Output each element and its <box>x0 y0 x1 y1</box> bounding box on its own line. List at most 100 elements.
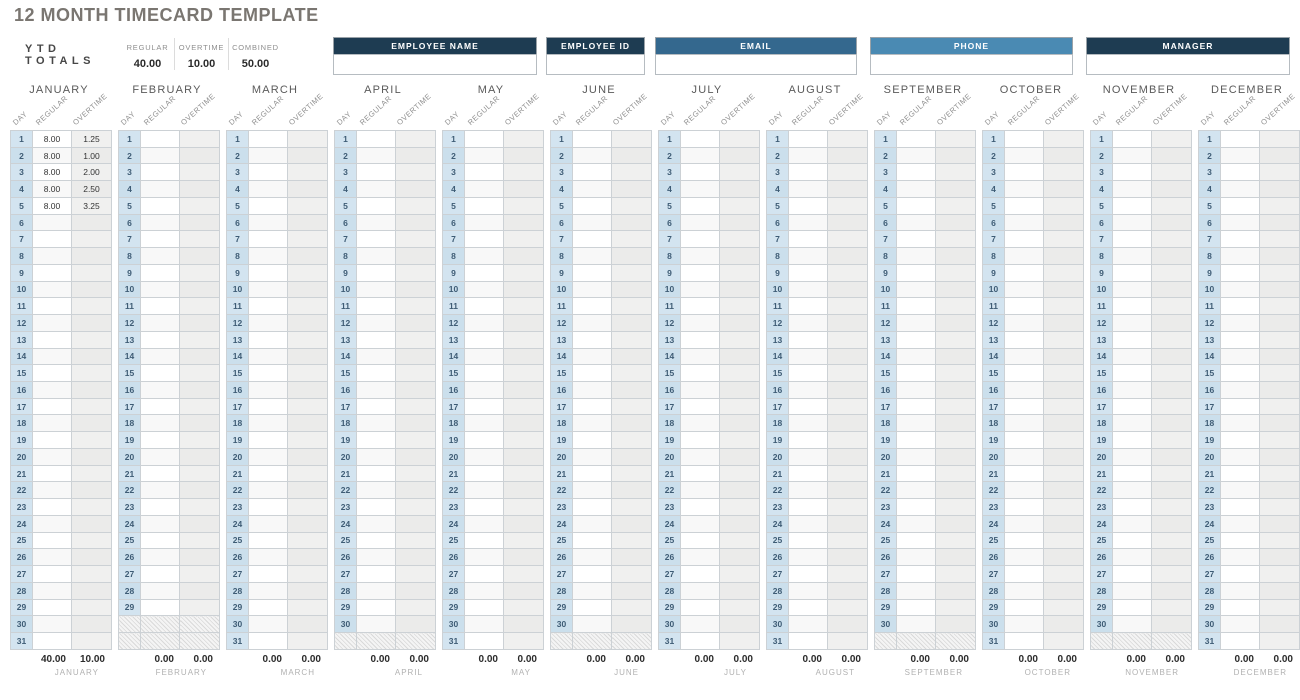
overtime-cell[interactable] <box>1043 548 1084 567</box>
regular-cell[interactable] <box>140 364 180 383</box>
regular-cell[interactable] <box>248 548 288 567</box>
overtime-cell[interactable] <box>935 381 976 399</box>
regular-cell[interactable] <box>788 632 828 650</box>
regular-cell[interactable] <box>464 213 504 232</box>
overtime-cell[interactable] <box>71 481 112 500</box>
regular-cell[interactable] <box>1004 330 1044 349</box>
phone-input[interactable] <box>870 54 1073 75</box>
regular-cell[interactable] <box>1220 414 1260 433</box>
overtime-cell[interactable] <box>827 163 868 182</box>
regular-cell[interactable] <box>356 481 396 500</box>
regular-cell[interactable] <box>32 565 72 583</box>
regular-cell[interactable] <box>788 498 828 516</box>
regular-cell[interactable] <box>140 230 180 249</box>
regular-cell[interactable] <box>680 397 720 416</box>
overtime-cell[interactable] <box>395 280 436 299</box>
overtime-cell[interactable] <box>611 431 652 449</box>
regular-cell[interactable] <box>1112 347 1152 366</box>
overtime-cell[interactable] <box>71 263 112 282</box>
overtime-cell[interactable] <box>827 498 868 516</box>
regular-cell[interactable] <box>140 347 180 366</box>
regular-cell[interactable] <box>32 347 72 366</box>
regular-cell[interactable] <box>356 531 396 550</box>
overtime-cell[interactable] <box>503 146 544 165</box>
overtime-cell[interactable] <box>395 130 436 148</box>
regular-cell[interactable] <box>1004 397 1044 416</box>
overtime-cell[interactable] <box>1259 397 1300 416</box>
regular-cell[interactable] <box>140 130 180 148</box>
regular-cell[interactable] <box>1004 581 1044 600</box>
overtime-cell[interactable] <box>719 632 760 650</box>
overtime-cell[interactable] <box>179 447 220 466</box>
regular-cell[interactable] <box>464 447 504 466</box>
overtime-cell[interactable] <box>287 297 328 316</box>
regular-cell[interactable] <box>1004 565 1044 583</box>
overtime-cell[interactable] <box>1259 514 1300 533</box>
overtime-cell[interactable] <box>1151 598 1192 617</box>
regular-cell[interactable] <box>680 615 720 634</box>
overtime-cell[interactable] <box>719 565 760 583</box>
regular-cell[interactable] <box>356 414 396 433</box>
overtime-cell[interactable] <box>1259 213 1300 232</box>
overtime-cell[interactable] <box>1259 180 1300 198</box>
regular-cell[interactable] <box>788 163 828 182</box>
overtime-cell[interactable] <box>179 247 220 265</box>
regular-cell[interactable] <box>1004 163 1044 182</box>
regular-cell[interactable] <box>572 263 612 282</box>
overtime-cell[interactable] <box>611 163 652 182</box>
regular-cell[interactable] <box>896 330 936 349</box>
overtime-cell[interactable] <box>1259 263 1300 282</box>
overtime-cell[interactable] <box>827 514 868 533</box>
overtime-cell[interactable] <box>395 531 436 550</box>
regular-cell[interactable] <box>140 498 180 516</box>
overtime-cell[interactable] <box>719 130 760 148</box>
regular-cell[interactable] <box>248 414 288 433</box>
regular-cell[interactable] <box>32 464 72 483</box>
regular-cell[interactable] <box>356 498 396 516</box>
overtime-cell[interactable] <box>1043 130 1084 148</box>
regular-cell[interactable]: 8.00 <box>32 146 72 165</box>
regular-cell[interactable] <box>788 180 828 198</box>
regular-cell[interactable] <box>1112 364 1152 383</box>
overtime-cell[interactable] <box>611 364 652 383</box>
overtime-cell[interactable] <box>1151 464 1192 483</box>
regular-cell[interactable] <box>788 464 828 483</box>
regular-cell[interactable] <box>680 364 720 383</box>
regular-cell[interactable] <box>1220 447 1260 466</box>
regular-cell[interactable] <box>1220 163 1260 182</box>
regular-cell[interactable] <box>1220 180 1260 198</box>
overtime-cell[interactable] <box>179 297 220 316</box>
regular-cell[interactable] <box>896 364 936 383</box>
regular-cell[interactable] <box>572 565 612 583</box>
regular-cell[interactable] <box>1112 598 1152 617</box>
regular-cell[interactable] <box>464 581 504 600</box>
overtime-cell[interactable] <box>395 581 436 600</box>
regular-cell[interactable] <box>1220 565 1260 583</box>
overtime-cell[interactable] <box>719 381 760 399</box>
regular-cell[interactable] <box>788 330 828 349</box>
regular-cell[interactable] <box>32 531 72 550</box>
overtime-cell[interactable] <box>719 514 760 533</box>
regular-cell[interactable] <box>32 314 72 332</box>
regular-cell[interactable] <box>140 196 180 215</box>
regular-cell[interactable] <box>356 213 396 232</box>
overtime-cell[interactable] <box>71 280 112 299</box>
regular-cell[interactable] <box>248 481 288 500</box>
regular-cell[interactable] <box>140 163 180 182</box>
overtime-cell[interactable] <box>395 447 436 466</box>
overtime-cell[interactable] <box>719 548 760 567</box>
regular-cell[interactable] <box>788 481 828 500</box>
overtime-cell[interactable] <box>395 297 436 316</box>
regular-cell[interactable] <box>464 464 504 483</box>
regular-cell[interactable] <box>1004 615 1044 634</box>
overtime-cell[interactable] <box>827 280 868 299</box>
overtime-cell[interactable] <box>827 180 868 198</box>
overtime-cell[interactable] <box>71 615 112 634</box>
regular-cell[interactable] <box>140 397 180 416</box>
regular-cell[interactable] <box>356 347 396 366</box>
overtime-cell[interactable] <box>71 498 112 516</box>
overtime-cell[interactable] <box>935 163 976 182</box>
overtime-cell[interactable] <box>1043 163 1084 182</box>
regular-cell[interactable] <box>1220 213 1260 232</box>
regular-cell[interactable] <box>572 548 612 567</box>
